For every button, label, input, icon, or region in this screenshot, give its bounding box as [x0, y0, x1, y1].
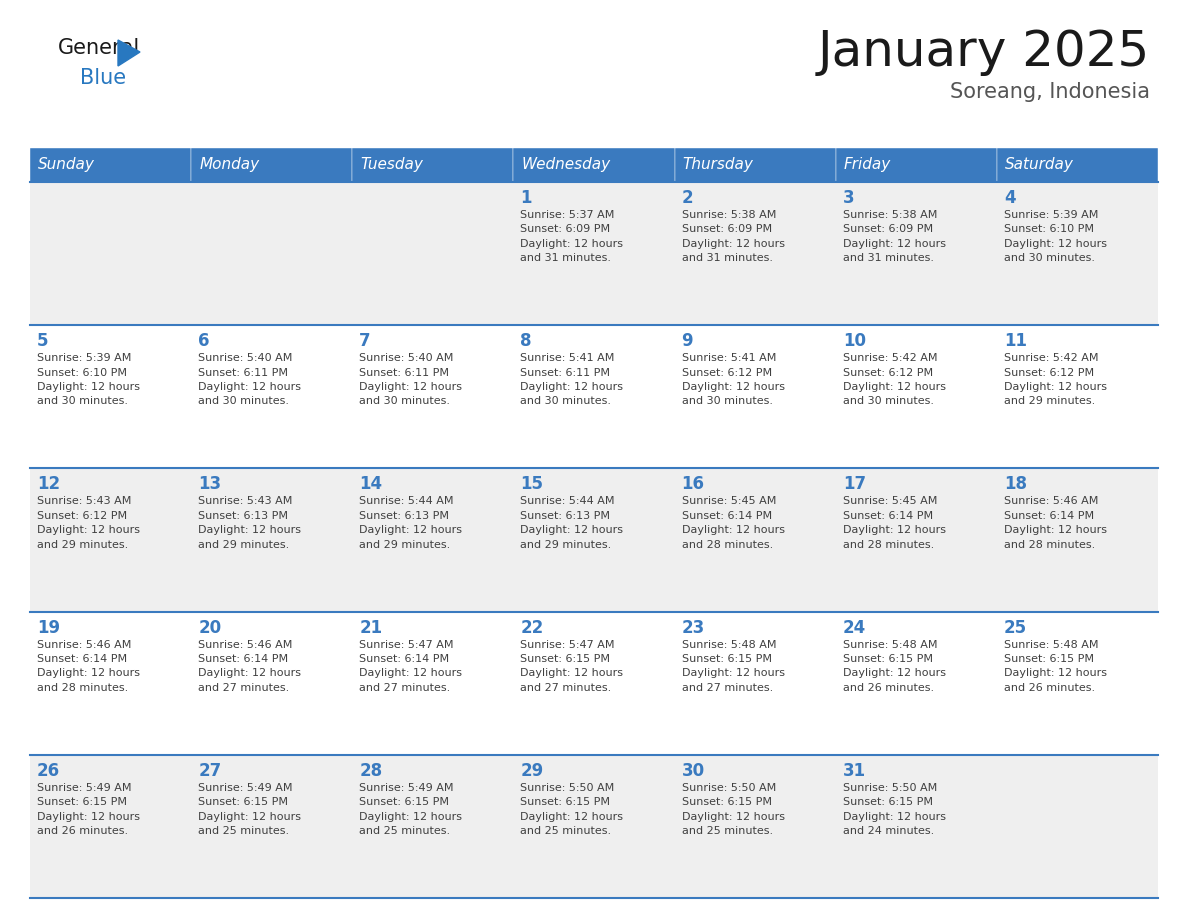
Text: Sunrise: 5:47 AM
Sunset: 6:15 PM
Daylight: 12 hours
and 27 minutes.: Sunrise: 5:47 AM Sunset: 6:15 PM Dayligh…	[520, 640, 624, 693]
Text: 9: 9	[682, 332, 693, 350]
Text: 7: 7	[359, 332, 371, 350]
Bar	[30, 182, 1158, 325]
Text: Sunrise: 5:50 AM
Sunset: 6:15 PM
Daylight: 12 hours
and 24 minutes.: Sunrise: 5:50 AM Sunset: 6:15 PM Dayligh…	[842, 783, 946, 836]
Text: January 2025: January 2025	[817, 28, 1150, 76]
Text: 14: 14	[359, 476, 383, 493]
Text: Sunrise: 5:37 AM
Sunset: 6:09 PM
Daylight: 12 hours
and 31 minutes.: Sunrise: 5:37 AM Sunset: 6:09 PM Dayligh…	[520, 210, 624, 263]
Text: 21: 21	[359, 619, 383, 636]
Text: Sunrise: 5:40 AM
Sunset: 6:11 PM
Daylight: 12 hours
and 30 minutes.: Sunrise: 5:40 AM Sunset: 6:11 PM Dayligh…	[359, 353, 462, 407]
Text: General: General	[58, 38, 140, 58]
Text: Sunrise: 5:47 AM
Sunset: 6:14 PM
Daylight: 12 hours
and 27 minutes.: Sunrise: 5:47 AM Sunset: 6:14 PM Dayligh…	[359, 640, 462, 693]
Bar	[191, 148, 353, 182]
Text: Sunrise: 5:39 AM
Sunset: 6:10 PM
Daylight: 12 hours
and 30 minutes.: Sunrise: 5:39 AM Sunset: 6:10 PM Dayligh…	[1004, 210, 1107, 263]
Text: 2: 2	[682, 189, 693, 207]
Text: Blue: Blue	[80, 68, 126, 88]
Text: 16: 16	[682, 476, 704, 493]
Text: Sunrise: 5:42 AM
Sunset: 6:12 PM
Daylight: 12 hours
and 29 minutes.: Sunrise: 5:42 AM Sunset: 6:12 PM Dayligh…	[1004, 353, 1107, 407]
Text: 12: 12	[37, 476, 61, 493]
Text: 11: 11	[1004, 332, 1026, 350]
Text: Sunrise: 5:49 AM
Sunset: 6:15 PM
Daylight: 12 hours
and 25 minutes.: Sunrise: 5:49 AM Sunset: 6:15 PM Dayligh…	[359, 783, 462, 836]
Text: Sunrise: 5:42 AM
Sunset: 6:12 PM
Daylight: 12 hours
and 30 minutes.: Sunrise: 5:42 AM Sunset: 6:12 PM Dayligh…	[842, 353, 946, 407]
Text: 5: 5	[37, 332, 49, 350]
Text: 26: 26	[37, 762, 61, 779]
Text: 19: 19	[37, 619, 61, 636]
Text: 6: 6	[198, 332, 209, 350]
Bar	[30, 468, 1158, 611]
Text: 4: 4	[1004, 189, 1016, 207]
Text: 20: 20	[198, 619, 221, 636]
Text: Monday: Monday	[200, 158, 259, 173]
Text: Sunday: Sunday	[38, 158, 95, 173]
Text: Wednesday: Wednesday	[522, 158, 611, 173]
Bar	[30, 611, 1158, 755]
Text: Sunrise: 5:48 AM
Sunset: 6:15 PM
Daylight: 12 hours
and 27 minutes.: Sunrise: 5:48 AM Sunset: 6:15 PM Dayligh…	[682, 640, 784, 693]
Text: Sunrise: 5:50 AM
Sunset: 6:15 PM
Daylight: 12 hours
and 25 minutes.: Sunrise: 5:50 AM Sunset: 6:15 PM Dayligh…	[520, 783, 624, 836]
Text: Sunrise: 5:41 AM
Sunset: 6:11 PM
Daylight: 12 hours
and 30 minutes.: Sunrise: 5:41 AM Sunset: 6:11 PM Dayligh…	[520, 353, 624, 407]
Text: 17: 17	[842, 476, 866, 493]
Text: 15: 15	[520, 476, 543, 493]
Text: Thursday: Thursday	[683, 158, 753, 173]
Bar	[30, 148, 191, 182]
Text: 22: 22	[520, 619, 544, 636]
Text: 10: 10	[842, 332, 866, 350]
Text: Sunrise: 5:45 AM
Sunset: 6:14 PM
Daylight: 12 hours
and 28 minutes.: Sunrise: 5:45 AM Sunset: 6:14 PM Dayligh…	[842, 497, 946, 550]
Bar	[513, 148, 675, 182]
Text: 3: 3	[842, 189, 854, 207]
Text: 24: 24	[842, 619, 866, 636]
Text: Sunrise: 5:44 AM
Sunset: 6:13 PM
Daylight: 12 hours
and 29 minutes.: Sunrise: 5:44 AM Sunset: 6:13 PM Dayligh…	[359, 497, 462, 550]
Text: 25: 25	[1004, 619, 1026, 636]
Text: Tuesday: Tuesday	[360, 158, 423, 173]
Text: Sunrise: 5:46 AM
Sunset: 6:14 PM
Daylight: 12 hours
and 28 minutes.: Sunrise: 5:46 AM Sunset: 6:14 PM Dayligh…	[37, 640, 140, 693]
Bar	[353, 148, 513, 182]
Text: 28: 28	[359, 762, 383, 779]
Text: Sunrise: 5:43 AM
Sunset: 6:12 PM
Daylight: 12 hours
and 29 minutes.: Sunrise: 5:43 AM Sunset: 6:12 PM Dayligh…	[37, 497, 140, 550]
Text: Sunrise: 5:49 AM
Sunset: 6:15 PM
Daylight: 12 hours
and 25 minutes.: Sunrise: 5:49 AM Sunset: 6:15 PM Dayligh…	[198, 783, 301, 836]
Bar	[30, 755, 1158, 898]
Text: 27: 27	[198, 762, 221, 779]
Text: 8: 8	[520, 332, 532, 350]
Polygon shape	[118, 40, 140, 66]
Bar	[675, 148, 835, 182]
Text: Soreang, Indonesia: Soreang, Indonesia	[950, 82, 1150, 102]
Text: Sunrise: 5:50 AM
Sunset: 6:15 PM
Daylight: 12 hours
and 25 minutes.: Sunrise: 5:50 AM Sunset: 6:15 PM Dayligh…	[682, 783, 784, 836]
Text: 31: 31	[842, 762, 866, 779]
Text: Sunrise: 5:40 AM
Sunset: 6:11 PM
Daylight: 12 hours
and 30 minutes.: Sunrise: 5:40 AM Sunset: 6:11 PM Dayligh…	[198, 353, 301, 407]
Text: Sunrise: 5:46 AM
Sunset: 6:14 PM
Daylight: 12 hours
and 28 minutes.: Sunrise: 5:46 AM Sunset: 6:14 PM Dayligh…	[1004, 497, 1107, 550]
Text: 1: 1	[520, 189, 532, 207]
Text: Sunrise: 5:48 AM
Sunset: 6:15 PM
Daylight: 12 hours
and 26 minutes.: Sunrise: 5:48 AM Sunset: 6:15 PM Dayligh…	[1004, 640, 1107, 693]
Bar	[997, 148, 1158, 182]
Text: Sunrise: 5:39 AM
Sunset: 6:10 PM
Daylight: 12 hours
and 30 minutes.: Sunrise: 5:39 AM Sunset: 6:10 PM Dayligh…	[37, 353, 140, 407]
Text: Sunrise: 5:49 AM
Sunset: 6:15 PM
Daylight: 12 hours
and 26 minutes.: Sunrise: 5:49 AM Sunset: 6:15 PM Dayligh…	[37, 783, 140, 836]
Text: Friday: Friday	[843, 158, 891, 173]
Text: Saturday: Saturday	[1005, 158, 1074, 173]
Text: Sunrise: 5:44 AM
Sunset: 6:13 PM
Daylight: 12 hours
and 29 minutes.: Sunrise: 5:44 AM Sunset: 6:13 PM Dayligh…	[520, 497, 624, 550]
Text: 18: 18	[1004, 476, 1026, 493]
Text: Sunrise: 5:38 AM
Sunset: 6:09 PM
Daylight: 12 hours
and 31 minutes.: Sunrise: 5:38 AM Sunset: 6:09 PM Dayligh…	[682, 210, 784, 263]
Text: Sunrise: 5:48 AM
Sunset: 6:15 PM
Daylight: 12 hours
and 26 minutes.: Sunrise: 5:48 AM Sunset: 6:15 PM Dayligh…	[842, 640, 946, 693]
Text: 29: 29	[520, 762, 544, 779]
Text: Sunrise: 5:46 AM
Sunset: 6:14 PM
Daylight: 12 hours
and 27 minutes.: Sunrise: 5:46 AM Sunset: 6:14 PM Dayligh…	[198, 640, 301, 693]
Text: 13: 13	[198, 476, 221, 493]
Text: Sunrise: 5:43 AM
Sunset: 6:13 PM
Daylight: 12 hours
and 29 minutes.: Sunrise: 5:43 AM Sunset: 6:13 PM Dayligh…	[198, 497, 301, 550]
Text: 23: 23	[682, 619, 704, 636]
Text: 30: 30	[682, 762, 704, 779]
Text: Sunrise: 5:38 AM
Sunset: 6:09 PM
Daylight: 12 hours
and 31 minutes.: Sunrise: 5:38 AM Sunset: 6:09 PM Dayligh…	[842, 210, 946, 263]
Text: Sunrise: 5:41 AM
Sunset: 6:12 PM
Daylight: 12 hours
and 30 minutes.: Sunrise: 5:41 AM Sunset: 6:12 PM Dayligh…	[682, 353, 784, 407]
Text: Sunrise: 5:45 AM
Sunset: 6:14 PM
Daylight: 12 hours
and 28 minutes.: Sunrise: 5:45 AM Sunset: 6:14 PM Dayligh…	[682, 497, 784, 550]
Bar	[835, 148, 997, 182]
Bar	[30, 325, 1158, 468]
